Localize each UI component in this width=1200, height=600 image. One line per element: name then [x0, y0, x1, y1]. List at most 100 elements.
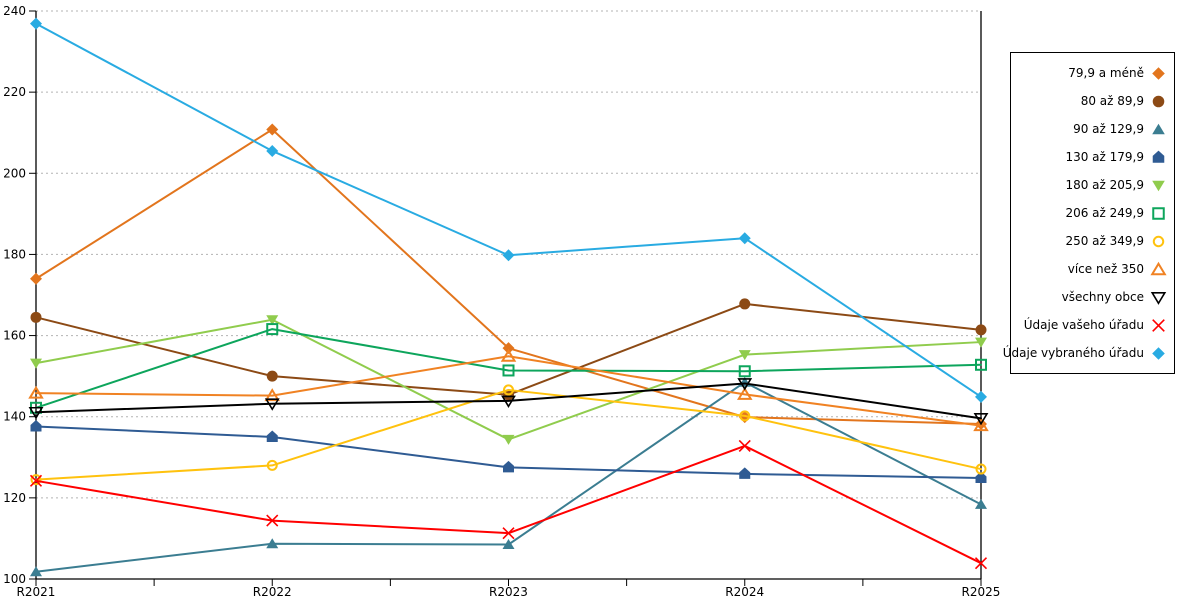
triangle-up-icon: [973, 418, 989, 432]
diamond-icon: [30, 17, 42, 30]
triangle-up-icon: [736, 386, 753, 400]
series-line: [35, 355, 982, 427]
series-line: [35, 318, 982, 441]
circle-icon: [266, 459, 278, 471]
pentagon-icon: [503, 460, 514, 473]
y-tick-label: 140: [3, 410, 26, 424]
x-icon: [29, 474, 43, 487]
square-icon: [502, 364, 515, 377]
diamond-icon: [266, 123, 279, 136]
legend-marker: [1152, 318, 1165, 332]
triangle-down-icon: [1150, 291, 1167, 305]
legend-label: 80 až 89,9: [1080, 94, 1144, 108]
legend-marker: [1152, 346, 1165, 360]
legend-box: 79,9 a méně 80 až 89,9 90 až 129,9 130 až 1…: [1003, 52, 1175, 374]
series-line: [35, 382, 982, 420]
circle-icon: [30, 474, 42, 486]
circle-icon: [1152, 235, 1165, 247]
diamond-icon: [266, 144, 279, 157]
legend-marker: [1152, 180, 1165, 191]
pentagon-icon: [30, 419, 42, 432]
legend-marker: [1150, 291, 1167, 305]
diamond-icon: [502, 342, 515, 355]
triangle-up-icon: [502, 539, 515, 550]
legend-item[interactable]: více než 350: [1011, 257, 1174, 282]
square-icon: [266, 323, 279, 336]
triangle-down-icon: [266, 315, 279, 326]
triangle-up-icon: [1152, 123, 1165, 134]
x-tick-label: R2023: [489, 585, 528, 599]
circle-icon: [503, 384, 514, 396]
legend-marker: [1152, 95, 1165, 107]
legend-item[interactable]: 250 až 349,9: [1011, 229, 1174, 254]
legend-item[interactable]: všechny obce: [1011, 285, 1174, 310]
x-icon: [738, 439, 751, 452]
triangle-down-icon: [1152, 180, 1165, 191]
legend-label: více než 350: [1067, 262, 1144, 276]
triangle-up-icon: [1150, 261, 1167, 275]
triangle-down-icon: [502, 434, 515, 445]
legend-label: Údaje vybraného úřadu: [1002, 346, 1144, 360]
x-tick-label: R2022: [253, 585, 292, 599]
pentagon-icon: [1152, 150, 1165, 163]
y-tick-label: 200: [3, 166, 26, 180]
circle-icon: [739, 410, 751, 422]
y-tick-label: 220: [3, 85, 26, 99]
legend-item[interactable]: 79,9 a méně: [1011, 61, 1174, 86]
pentagon-icon: [975, 471, 987, 483]
triangle-up-icon: [30, 566, 42, 577]
circle-icon: [975, 463, 987, 475]
triangle-down-icon: [264, 398, 280, 411]
legend-item[interactable]: Údaje vybraného úřadu: [1003, 341, 1174, 366]
legend-marker: [1150, 261, 1167, 275]
pentagon-icon: [739, 467, 751, 479]
circle-icon: [739, 298, 751, 310]
legend-item[interactable]: 180 až 205,9: [1011, 173, 1174, 198]
series-line: [35, 388, 982, 481]
legend-label: Údaje vašeho úřadu: [1023, 318, 1144, 332]
diamond-icon: [1152, 66, 1165, 80]
triangle-down-icon: [28, 406, 44, 420]
legend-marker: [1152, 66, 1165, 80]
legend-label: 206 až 249,9: [1065, 206, 1144, 220]
legend-marker: [1152, 235, 1165, 247]
x-tick-label: R2021: [17, 585, 56, 599]
legend-marker: [1152, 150, 1165, 163]
diamond-icon: [975, 390, 987, 403]
legend-item[interactable]: 206 až 249,9: [1011, 201, 1174, 226]
x-icon: [502, 527, 515, 540]
legend-label: všechny obce: [1061, 290, 1144, 304]
legend-label: 79,9 a méně: [1068, 66, 1144, 80]
series-line: [35, 22, 982, 398]
circle-icon: [1152, 95, 1165, 107]
legend-label: 90 až 129,9: [1073, 122, 1144, 136]
triangle-up-icon: [28, 385, 44, 399]
legend-marker: [1152, 206, 1165, 220]
circle-icon: [975, 324, 987, 336]
legend-item[interactable]: 90 až 129,9: [1011, 117, 1174, 142]
square-icon: [975, 358, 987, 371]
y-tick-label: 120: [3, 491, 26, 505]
diamond-icon: [30, 272, 42, 285]
triangle-down-icon: [501, 395, 516, 408]
triangle-up-icon: [266, 538, 279, 549]
square-icon: [738, 365, 751, 378]
legend-item[interactable]: Údaje vašeho úřadu: [1011, 313, 1174, 338]
triangle-down-icon: [30, 358, 42, 369]
triangle-down-icon: [975, 337, 987, 348]
legend-marker: [1152, 123, 1165, 134]
pentagon-icon: [266, 430, 278, 442]
legend-label: 130 až 179,9: [1065, 150, 1144, 164]
legend-item[interactable]: 80 až 89,9: [1011, 89, 1174, 114]
x-tick-label: R2025: [962, 585, 1001, 599]
legend-item[interactable]: 130 až 179,9: [1011, 145, 1174, 170]
triangle-up-icon: [500, 348, 517, 362]
triangle-down-icon: [737, 378, 753, 391]
square-icon: [1152, 206, 1165, 220]
diamond-icon: [502, 249, 515, 262]
y-tick-label: 100: [3, 572, 26, 586]
diamond-icon: [1152, 346, 1165, 360]
x-icon: [266, 514, 279, 527]
x-icon: [1152, 318, 1165, 332]
